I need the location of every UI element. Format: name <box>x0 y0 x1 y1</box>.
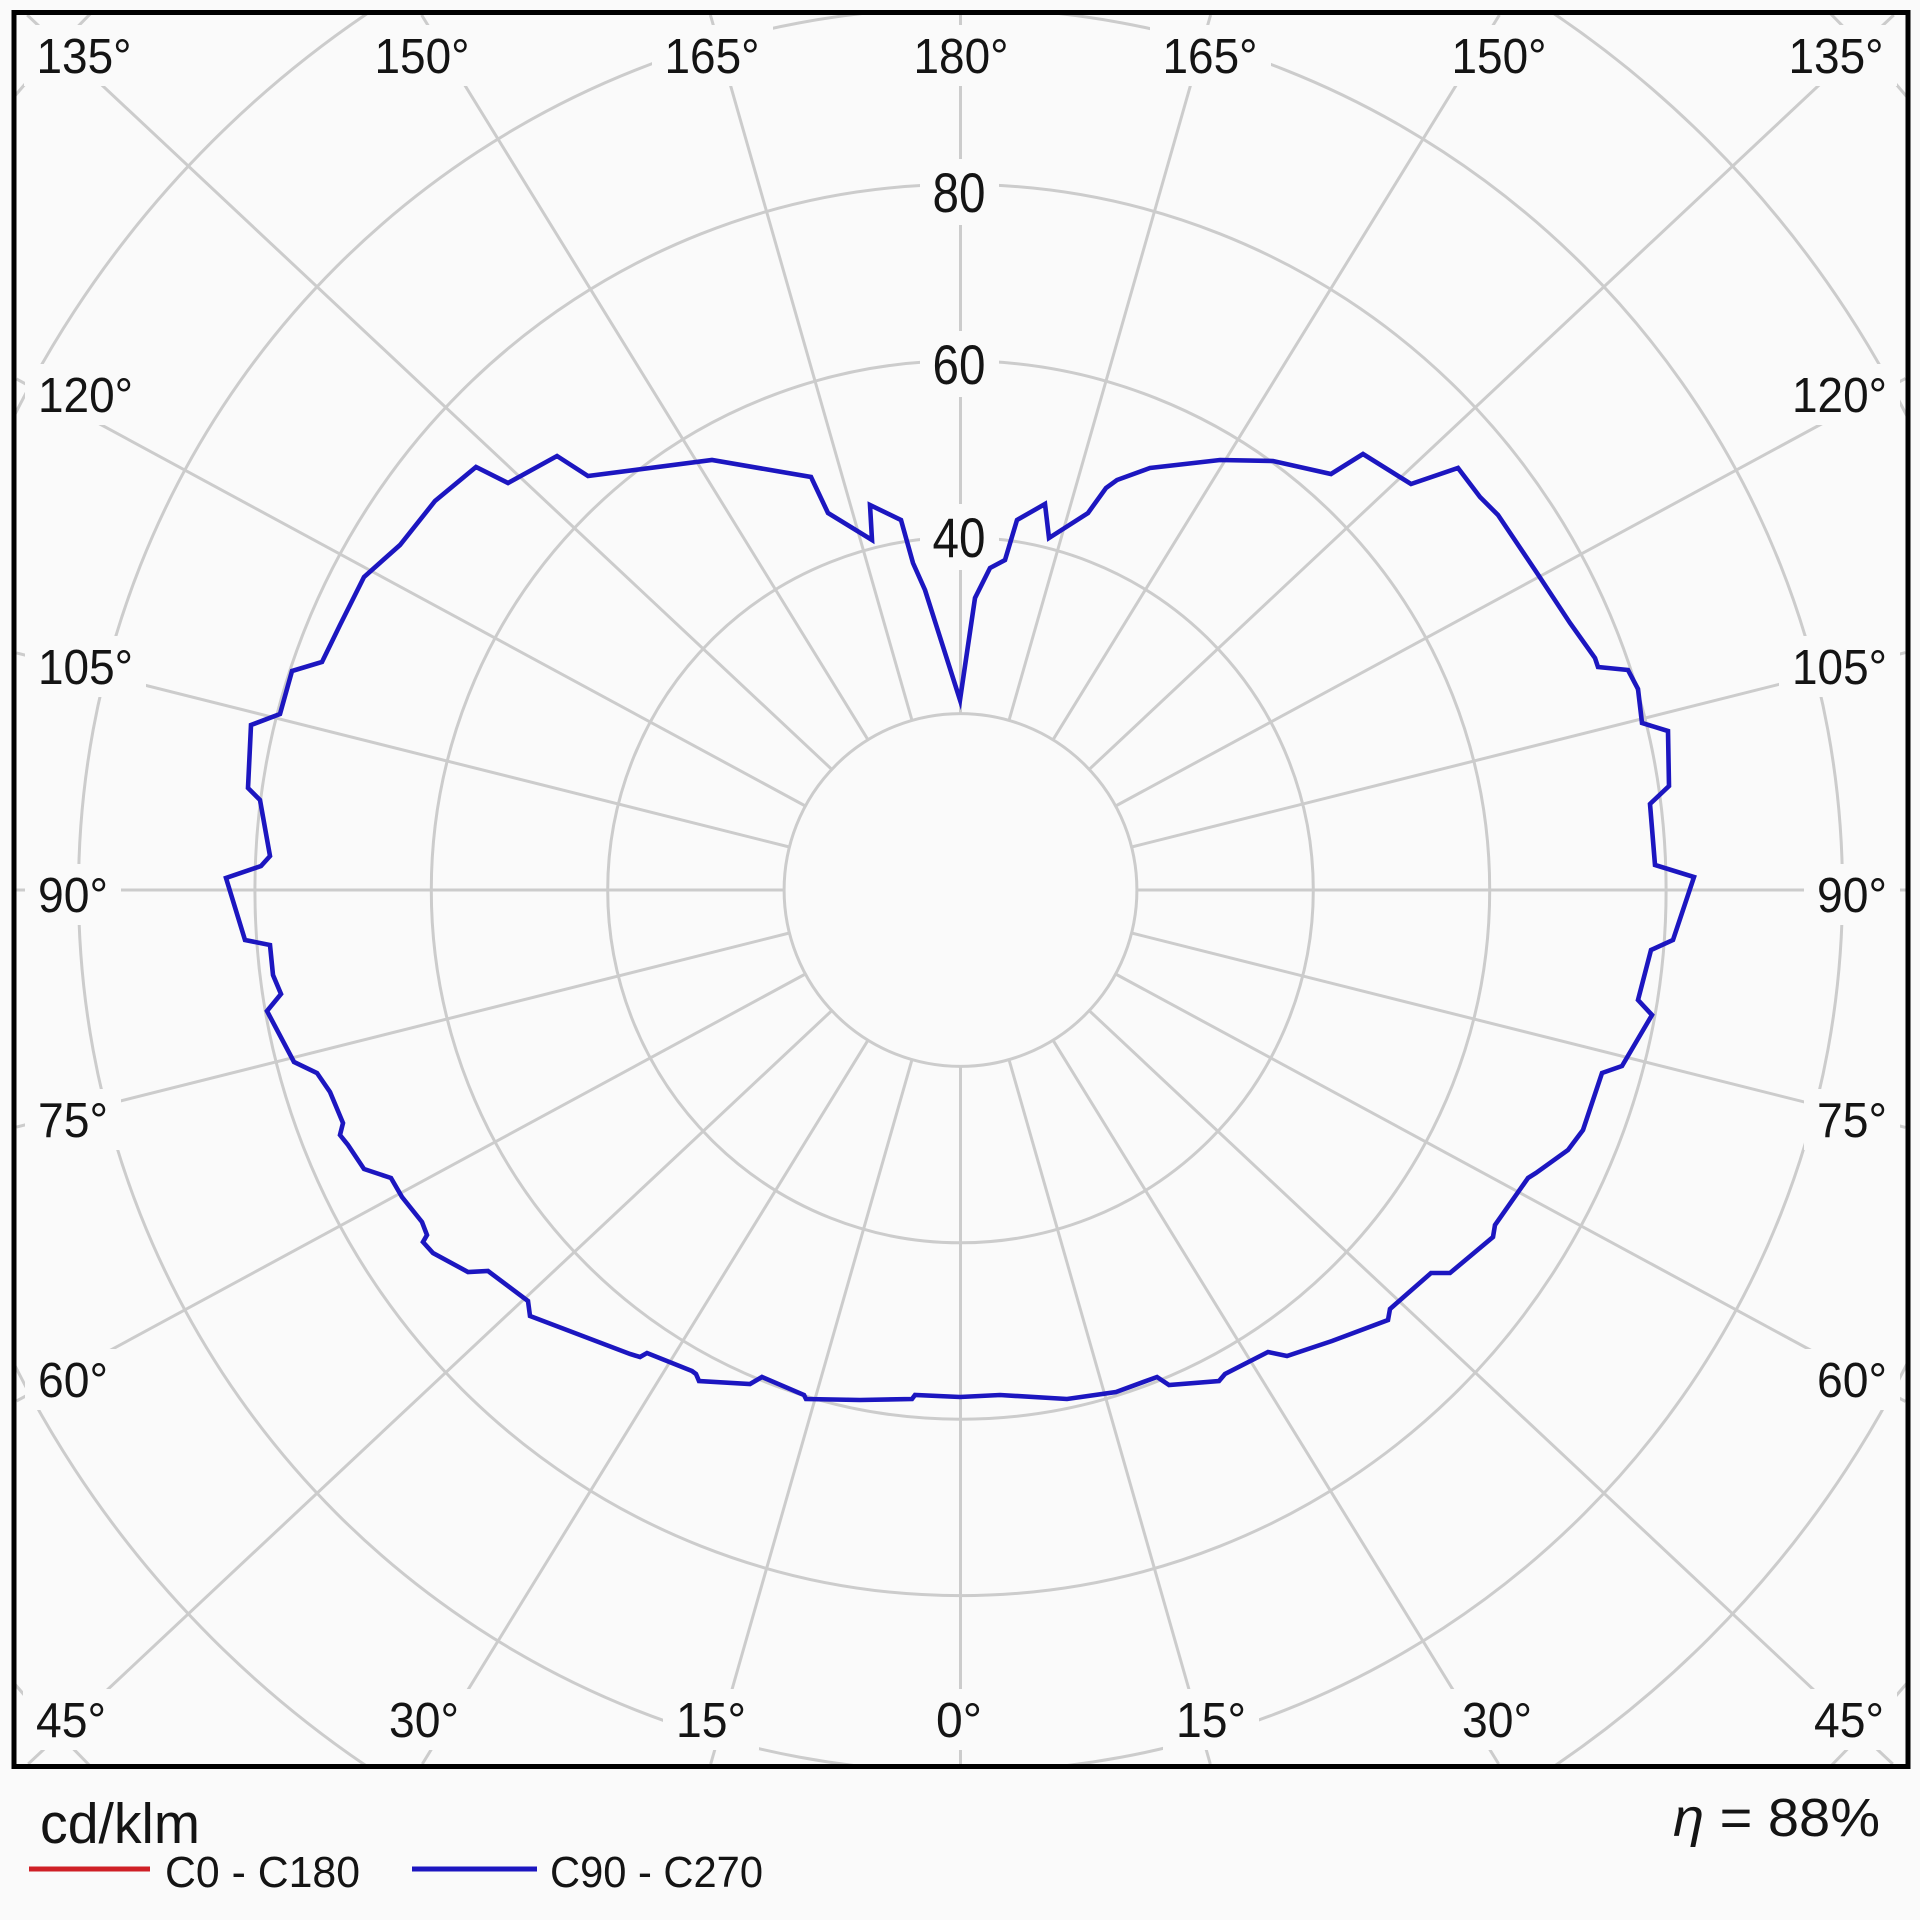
svg-text:80: 80 <box>933 161 986 224</box>
svg-text:90°: 90° <box>38 869 108 923</box>
svg-text:75°: 75° <box>1817 1094 1887 1148</box>
svg-text:15°: 15° <box>676 1694 746 1748</box>
svg-text:90°: 90° <box>1817 869 1887 923</box>
svg-text:60°: 60° <box>1817 1354 1887 1408</box>
svg-text:40: 40 <box>933 506 986 569</box>
svg-text:180°: 180° <box>914 30 1009 84</box>
svg-text:135°: 135° <box>37 30 132 84</box>
svg-text:60°: 60° <box>38 1354 108 1408</box>
svg-text:0°: 0° <box>936 1694 982 1748</box>
svg-text:cd/klm: cd/klm <box>40 1792 200 1856</box>
svg-text:120°: 120° <box>38 369 133 423</box>
svg-text:135°: 135° <box>1789 30 1884 84</box>
svg-text:C0 - C180: C0 - C180 <box>165 1848 360 1897</box>
svg-text:165°: 165° <box>665 30 760 84</box>
svg-text:45°: 45° <box>36 1694 106 1748</box>
svg-text:C90 - C270: C90 - C270 <box>550 1848 763 1897</box>
svg-text:165°: 165° <box>1163 30 1258 84</box>
svg-text:105°: 105° <box>38 641 133 695</box>
svg-text:150°: 150° <box>1452 30 1547 84</box>
svg-text:η = 88%: η = 88% <box>1673 1788 1880 1848</box>
svg-text:105°: 105° <box>1792 641 1887 695</box>
svg-text:45°: 45° <box>1814 1694 1884 1748</box>
svg-text:120°: 120° <box>1792 369 1887 423</box>
svg-text:60: 60 <box>933 333 986 396</box>
svg-text:15°: 15° <box>1176 1694 1246 1748</box>
svg-text:30°: 30° <box>1462 1694 1532 1748</box>
svg-text:75°: 75° <box>38 1094 108 1148</box>
svg-text:30°: 30° <box>389 1694 459 1748</box>
svg-text:150°: 150° <box>375 30 470 84</box>
